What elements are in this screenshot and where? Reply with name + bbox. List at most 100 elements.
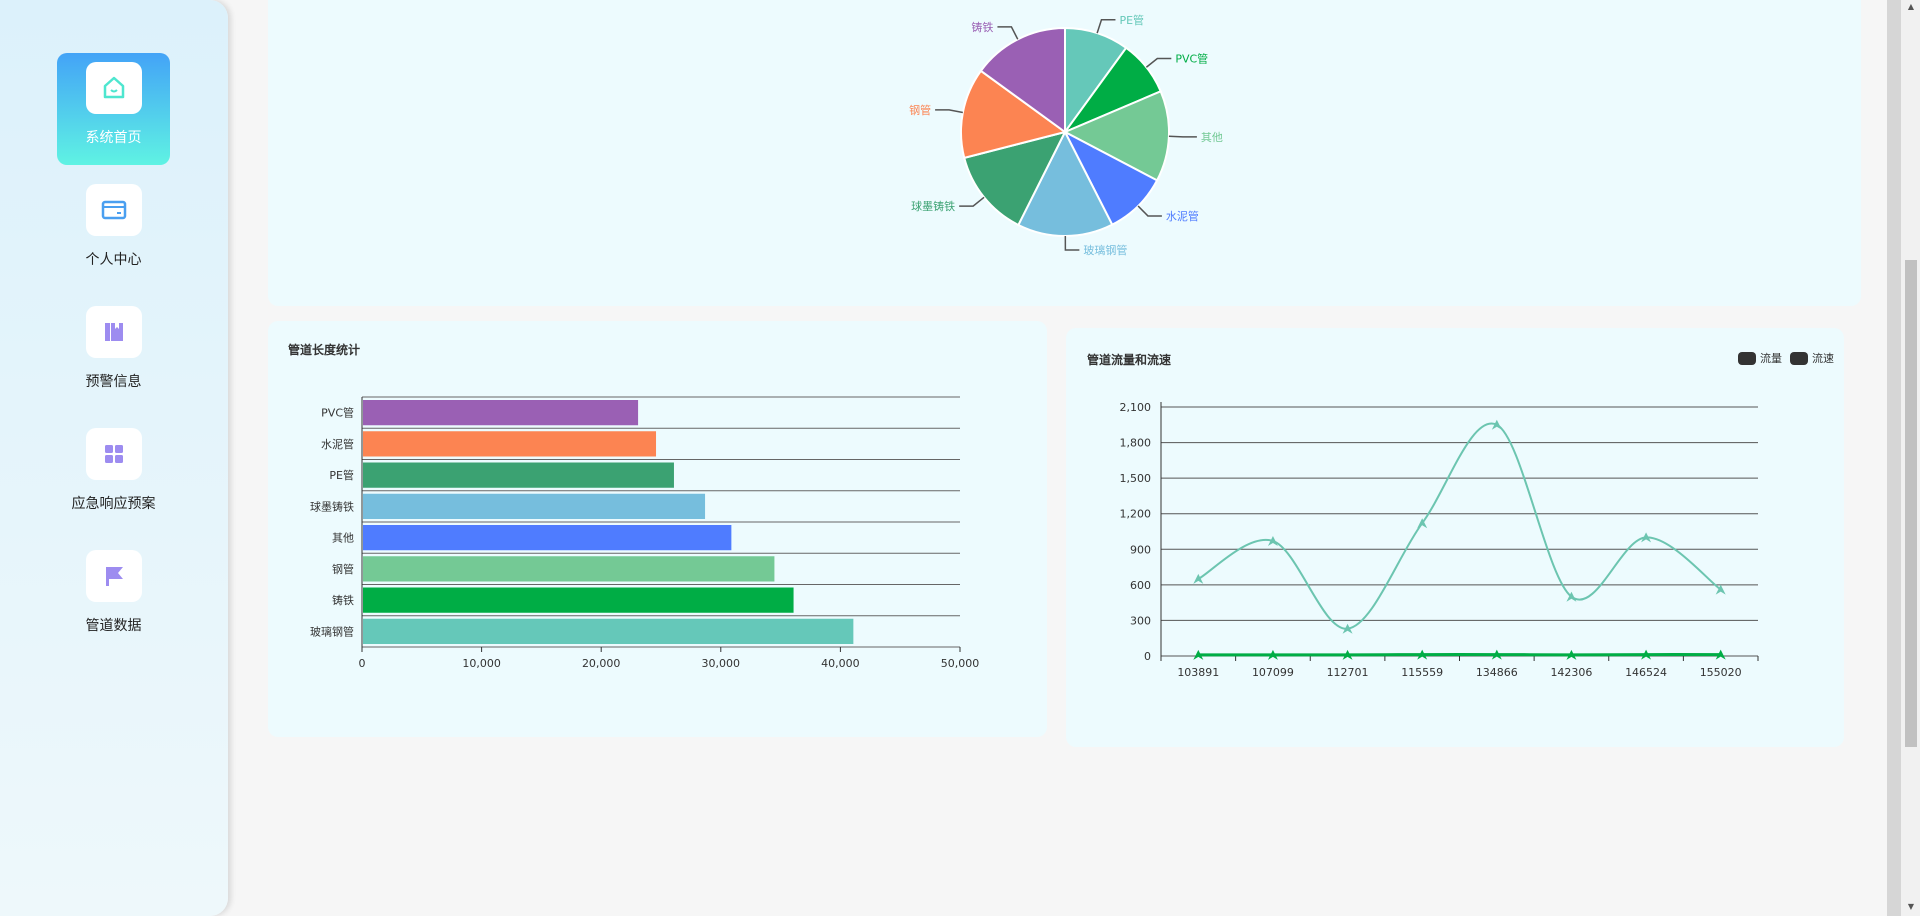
legend-label: 流速 xyxy=(1812,352,1834,365)
y-tick-label: 钢管 xyxy=(332,562,354,576)
sidebar: 系统首页 个人中心 预警信息 应急响应预案 管道数据 xyxy=(0,0,228,916)
pie-label-line xyxy=(997,26,1019,40)
bar xyxy=(363,618,854,644)
x-tick-label: 134866 xyxy=(1476,666,1518,679)
home-icon xyxy=(86,62,142,114)
y-tick-label: 2,100 xyxy=(1120,401,1152,414)
y-tick-label: 玻璃钢管 xyxy=(310,624,354,638)
bar xyxy=(363,462,674,488)
bar-chart-card: 管道长度统计 PVC管 水泥管 PE管 球墨铸铁 其他 钢管 铸铁 玻璃钢管 0 10,000 20… xyxy=(268,321,1047,737)
flag-icon xyxy=(86,550,142,602)
data-point xyxy=(1491,419,1502,430)
x-tick-label: 115559 xyxy=(1401,666,1443,679)
data-point xyxy=(1193,649,1204,660)
y-tick-label: 铸铁 xyxy=(332,593,354,607)
line-chart: 0 300 600 900 1,200 1,500 1,800 2,100 103891 1070… xyxy=(1120,401,1759,679)
sidebar-item-pipeline-data[interactable]: 管道数据 xyxy=(57,541,170,653)
grid-icon xyxy=(86,428,142,480)
sidebar-item-label: 预警信息 xyxy=(85,374,142,390)
bar xyxy=(363,493,706,519)
y-tick-label: 其他 xyxy=(332,532,354,545)
x-tick-label: 0 xyxy=(359,657,366,670)
pie-label: 球墨铸铁 xyxy=(911,199,955,213)
sidebar-item-label: 管道数据 xyxy=(85,618,142,634)
x-tick-label: 50,000 xyxy=(941,657,980,670)
sidebar-item-label: 系统首页 xyxy=(85,130,142,146)
sidebar-item-personal-center[interactable]: 个人中心 xyxy=(57,175,170,287)
pie-label: 水泥管 xyxy=(1166,209,1199,223)
data-point xyxy=(1342,623,1353,634)
bar xyxy=(363,556,775,582)
pie-chart-card: PE管 PVC管 其他 水泥管 玻璃钢管 球墨铸铁 钢管 铸铁 xyxy=(268,0,1861,306)
bar xyxy=(363,400,639,426)
scrollbar[interactable]: ▲ ▼ xyxy=(1887,0,1920,916)
x-tick-label: 146524 xyxy=(1625,666,1667,679)
x-tick-label: 10,000 xyxy=(462,657,501,670)
y-tick-label: PVC管 xyxy=(321,406,354,420)
pie-label-line xyxy=(1145,57,1172,68)
bar xyxy=(363,431,657,457)
pie-label-line xyxy=(1096,19,1116,34)
bar-chart-title: 管道长度统计 xyxy=(288,343,361,357)
pie-slice xyxy=(1062,89,1170,182)
scrollbar-track-edge xyxy=(1887,0,1901,916)
scroll-up-icon[interactable]: ▲ xyxy=(1907,2,1915,11)
pie-label-line xyxy=(935,109,963,114)
pie-label-line xyxy=(1137,205,1162,217)
data-point xyxy=(1342,649,1353,660)
x-tick-label: 112701 xyxy=(1327,666,1369,679)
data-point xyxy=(1193,573,1204,584)
x-tick-label: 142306 xyxy=(1550,666,1592,679)
y-tick-label: 600 xyxy=(1130,579,1151,592)
sidebar-item-emergency-plan[interactable]: 应急响应预案 xyxy=(57,419,170,531)
data-point xyxy=(1491,649,1502,660)
data-point xyxy=(1641,532,1652,543)
pie-label: 其他 xyxy=(1201,131,1223,144)
legend-label: 流量 xyxy=(1760,352,1782,365)
bar xyxy=(363,587,794,613)
legend-swatch xyxy=(1738,351,1756,365)
data-point xyxy=(1566,649,1577,660)
legend-item-speed[interactable]: 流速 xyxy=(1790,350,1834,366)
pie-slice xyxy=(960,69,1068,160)
y-tick-label: 300 xyxy=(1130,614,1151,627)
x-tick-label: 155020 xyxy=(1700,666,1742,679)
x-tick-label: 30,000 xyxy=(702,657,741,670)
pie-label: 铸铁 xyxy=(971,20,993,34)
sidebar-item-label: 个人中心 xyxy=(85,252,142,268)
pie-label-line xyxy=(1064,235,1080,251)
x-tick-label: 20,000 xyxy=(582,657,621,670)
y-tick-label: 900 xyxy=(1130,543,1151,556)
series-line-flow xyxy=(1197,422,1722,630)
data-point xyxy=(1417,649,1428,660)
pie-label: 钢管 xyxy=(909,103,931,117)
x-tick-label: 107099 xyxy=(1252,666,1294,679)
bar xyxy=(363,525,732,551)
sidebar-item-warnings[interactable]: 预警信息 xyxy=(57,297,170,409)
y-tick-label: 1,800 xyxy=(1120,437,1152,450)
data-point xyxy=(1715,584,1726,595)
scroll-down-icon[interactable]: ▼ xyxy=(1907,902,1915,911)
pie-label-line xyxy=(959,196,985,207)
legend-swatch xyxy=(1790,351,1808,365)
scrollbar-thumb[interactable] xyxy=(1905,260,1917,747)
x-tick-label: 40,000 xyxy=(821,657,860,670)
data-point xyxy=(1641,649,1652,660)
line-chart-title: 管道流量和流速 xyxy=(1087,353,1172,367)
y-tick-label: 1,200 xyxy=(1120,508,1152,521)
data-point xyxy=(1267,535,1278,546)
book-icon xyxy=(86,306,142,358)
line-chart-card: 管道流量和流速 流量 流速 0 300 600 900 1,200 1,500 1,800 2… xyxy=(1066,328,1844,747)
legend-item-flow[interactable]: 流量 xyxy=(1738,350,1782,366)
data-point xyxy=(1267,649,1278,660)
data-point xyxy=(1715,649,1726,660)
sidebar-item-label: 应急响应预案 xyxy=(71,496,156,512)
sidebar-item-home[interactable]: 系统首页 xyxy=(57,53,170,165)
pie-label: PE管 xyxy=(1119,13,1144,27)
line-legend: 流量 流速 xyxy=(1738,350,1834,366)
pie-slice xyxy=(963,130,1067,227)
data-point xyxy=(1566,591,1577,602)
x-tick-label: 103891 xyxy=(1177,666,1219,679)
